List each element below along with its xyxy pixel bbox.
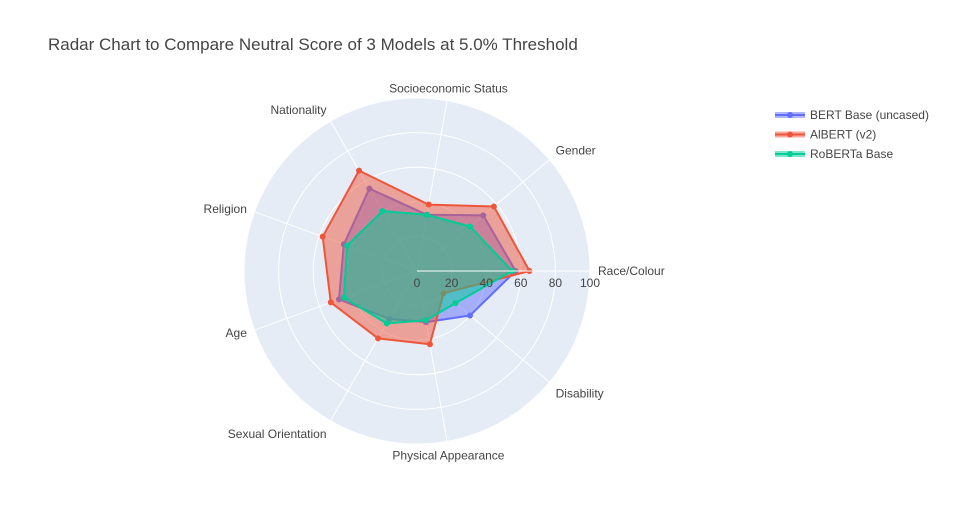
legend[interactable]: BERT Base (uncased) AlBERT (v2) RoBERTa Ba… [775,108,929,161]
series-layer [319,167,533,348]
radial-tick-label: 100 [580,276,600,290]
legend-item-2[interactable]: RoBERTa Base [775,147,893,161]
radial-tick-label: 20 [445,276,459,290]
series-1-point-2[interactable] [425,201,432,208]
series-2-point-2[interactable] [423,211,430,218]
series-2-point-4[interactable] [344,242,351,249]
legend-item-0[interactable]: BERT Base (uncased) [775,108,929,122]
category-labels: Race/Colour Gender Socioeconomic Status Nat… [204,82,665,463]
legend-label: AlBERT (v2) [810,128,876,142]
category-label: Socioeconomic Status [389,82,508,96]
legend-marker [787,131,793,138]
series-2 [340,208,516,327]
series-1-point-1[interactable] [490,203,497,210]
series-1-point-5[interactable] [327,299,334,306]
category-label: Race/Colour [598,264,665,278]
series-2-point-5[interactable] [340,294,347,301]
category-label: Sexual Orientation [228,427,327,441]
legend-item-1[interactable]: AlBERT (v2) [775,128,876,142]
chart-title: Radar Chart to Compare Neutral Score of … [48,35,578,54]
radial-tick-label: 80 [549,276,563,290]
category-label: Nationality [270,103,326,117]
radial-tick-label: 60 [514,276,528,290]
radial-tick-label: 0 [414,276,421,290]
legend-marker [787,112,793,118]
series-2-point-3[interactable] [379,208,386,215]
series-0-point-8[interactable] [467,312,474,319]
legend-marker [787,151,793,157]
radial-tick-labels: 0 20 40 60 80 100 [414,276,601,290]
legend-label: BERT Base (uncased) [810,108,929,122]
radial-tick-label: 40 [480,276,494,290]
series-1-point-7[interactable] [426,341,433,348]
series-2-point-8[interactable] [452,300,459,307]
series-1-point-6[interactable] [375,335,382,342]
series-1-point-4[interactable] [319,233,326,240]
series-1-point-3[interactable] [356,167,363,174]
series-area-2 [342,210,514,325]
category-label: Age [226,326,248,340]
legend-label: RoBERTa Base [810,147,893,161]
category-label: Religion [204,202,247,216]
series-2-point-7[interactable] [422,317,429,324]
series-2-point-1[interactable] [467,223,474,230]
category-label: Physical Appearance [392,448,504,462]
series-2-point-6[interactable] [383,320,390,327]
category-label: Gender [556,144,596,158]
category-label: Disability [556,386,604,400]
